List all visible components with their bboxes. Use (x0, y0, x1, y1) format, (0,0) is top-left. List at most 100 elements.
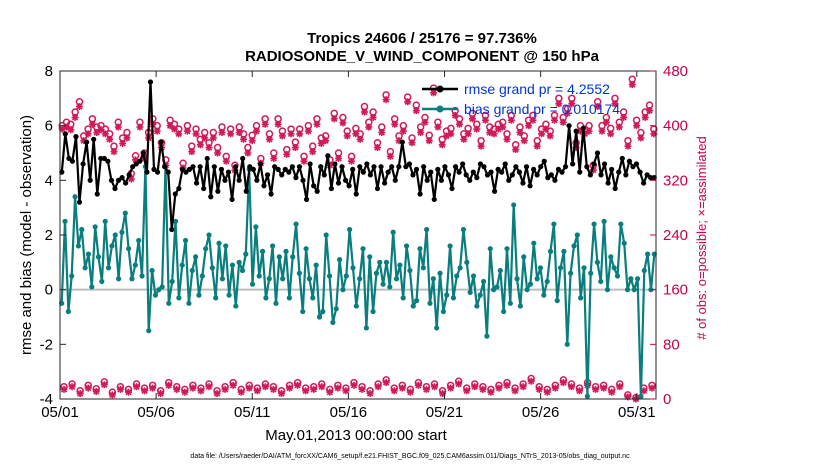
bias-point (209, 265, 215, 271)
rmse-point (531, 166, 537, 172)
obs_bottom_assimilated-stroke (262, 383, 269, 390)
obs_assimilated-stroke (93, 129, 100, 136)
obs_assimilated-stroke (296, 130, 303, 138)
obs_bottom_assimilated-marker (124, 388, 132, 396)
obs_bottom_assimilated-stroke (205, 383, 213, 390)
bias-point (477, 292, 483, 298)
rmse-point (499, 169, 505, 175)
obs_assimilated-marker (460, 135, 468, 143)
obs_bottom_assimilated-stroke (181, 388, 189, 396)
obs_assimilated-stroke (387, 153, 394, 160)
obs_bottom_assimilated-stroke (125, 388, 132, 396)
obs_bottom_assimilated-stroke (246, 384, 253, 392)
obs_assimilated-marker (542, 125, 550, 133)
obs_assimilated-stroke (464, 130, 472, 138)
rmse-point (300, 177, 306, 183)
bias-point (79, 226, 85, 233)
obs_assimilated-marker (507, 116, 515, 124)
obs_assimilated-stroke (205, 144, 213, 151)
obs_bottom_assimilated-marker (503, 381, 511, 389)
bias-point (323, 232, 329, 238)
rmse-point (87, 177, 93, 183)
obs_assimilated-marker (602, 118, 610, 126)
obs_bottom_assimilated-stroke (447, 384, 454, 392)
obs_bottom_assimilated-marker (221, 385, 229, 393)
legend-rmse-marker (436, 85, 444, 93)
rmse-point (435, 166, 441, 172)
bias-point (450, 295, 457, 301)
obs_bottom_assimilated-marker (511, 387, 519, 395)
obs_bottom_assimilated-stroke (640, 387, 648, 394)
rmse-point (396, 164, 402, 170)
obs_bottom_assimilated-marker (189, 384, 197, 392)
obs_assimilated-stroke (201, 134, 208, 142)
bias-point (236, 259, 242, 265)
rmse-point (616, 169, 622, 175)
rmse-point (488, 169, 494, 175)
bias-point (196, 292, 202, 298)
obs_assimilated-stroke (538, 130, 545, 138)
rmse-point (236, 177, 242, 183)
y2-tick-label: 80 (663, 336, 680, 353)
bias-point (564, 341, 570, 347)
rmse-point (123, 180, 129, 186)
obs_assimilated-marker (244, 149, 252, 157)
bias-point (119, 229, 125, 235)
obs_bottom_assimilated-marker (406, 388, 414, 396)
bias-point (102, 218, 108, 224)
bias-point (537, 265, 544, 271)
obs_assimilated-stroke (352, 130, 360, 138)
bias-point (139, 273, 145, 279)
bias-point (62, 218, 68, 224)
obs_assimilated-marker (633, 122, 641, 130)
obs_assimilated-stroke (240, 136, 247, 143)
obs_assimilated-stroke (171, 125, 178, 133)
rmse-point (151, 166, 157, 172)
obs_bottom_assimilated-stroke (399, 384, 406, 392)
bias-point (641, 267, 647, 274)
obs_bottom_assimilated-stroke (294, 382, 301, 389)
bias-point (557, 265, 564, 271)
bias-point (561, 248, 567, 254)
bias-point (330, 319, 336, 326)
bias-point (310, 295, 316, 301)
bias-point (115, 276, 122, 282)
obs_assimilated-marker (434, 123, 442, 131)
rmse-point (76, 199, 83, 205)
x-tick-label: 05/06 (137, 404, 175, 421)
obs_assimilated-marker (313, 120, 321, 128)
rmse-point (247, 164, 253, 170)
rmse-point (296, 164, 303, 170)
obs_bottom_assimilated-stroke (487, 388, 495, 396)
obs_assimilated-marker (71, 113, 79, 121)
rmse-point (261, 183, 267, 189)
bias-point (484, 333, 490, 339)
obs_assimilated-stroke (253, 127, 260, 135)
rmse-point (509, 172, 515, 178)
obs_bottom_assimilated-marker (205, 383, 213, 391)
rmse-point (289, 164, 295, 170)
bias-point (149, 267, 155, 274)
obs_assimilated-marker (309, 148, 317, 156)
obs_bottom_assimilated-marker (366, 390, 374, 398)
obs_assimilated-stroke (546, 132, 554, 140)
obs_bottom_assimilated-stroke (238, 388, 245, 396)
bias-point (152, 292, 159, 298)
rmse-point (133, 161, 139, 167)
obs_assimilated-marker (67, 126, 75, 134)
rmse-point (293, 175, 299, 181)
bias-point (276, 254, 282, 260)
rmse-point (268, 191, 274, 197)
bias-point (286, 295, 292, 301)
rmse-point (186, 166, 193, 172)
bias-point (494, 284, 500, 290)
obs_bottom_assimilated-stroke (342, 387, 350, 394)
bias-point (189, 267, 195, 274)
obs_assimilated-stroke (270, 155, 277, 162)
obs_assimilated-stroke (469, 115, 476, 123)
bias-point (420, 265, 426, 271)
obs_assimilated-stroke (309, 148, 316, 155)
obs_bottom_assimilated-stroke (68, 383, 76, 390)
rmse-point (559, 169, 565, 175)
obs_assimilated-marker (628, 81, 636, 89)
